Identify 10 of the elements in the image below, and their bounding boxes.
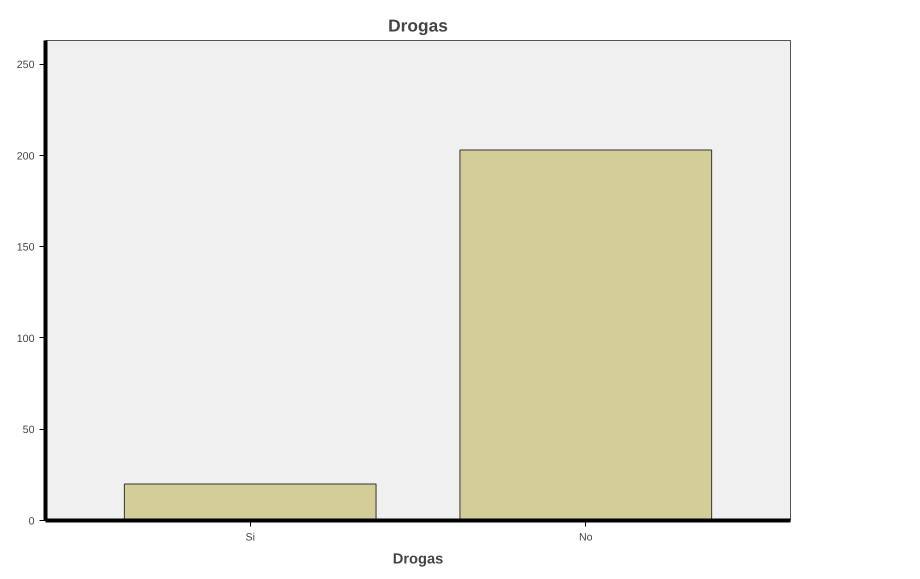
y-tick-label: 250 [16,59,35,72]
y-tick-label: 0 [28,516,35,528]
x-axis-title: Drogas [392,552,444,568]
y-tick-label: 50 [22,424,35,436]
y-tick-label: 200 [16,150,35,162]
y-tick-label: 150 [16,242,35,254]
y-tick-label: 100 [16,332,35,345]
chart-title: Drogas [388,16,448,36]
x-tick-label: Si [245,532,255,544]
x-tick-label: No [578,532,593,544]
